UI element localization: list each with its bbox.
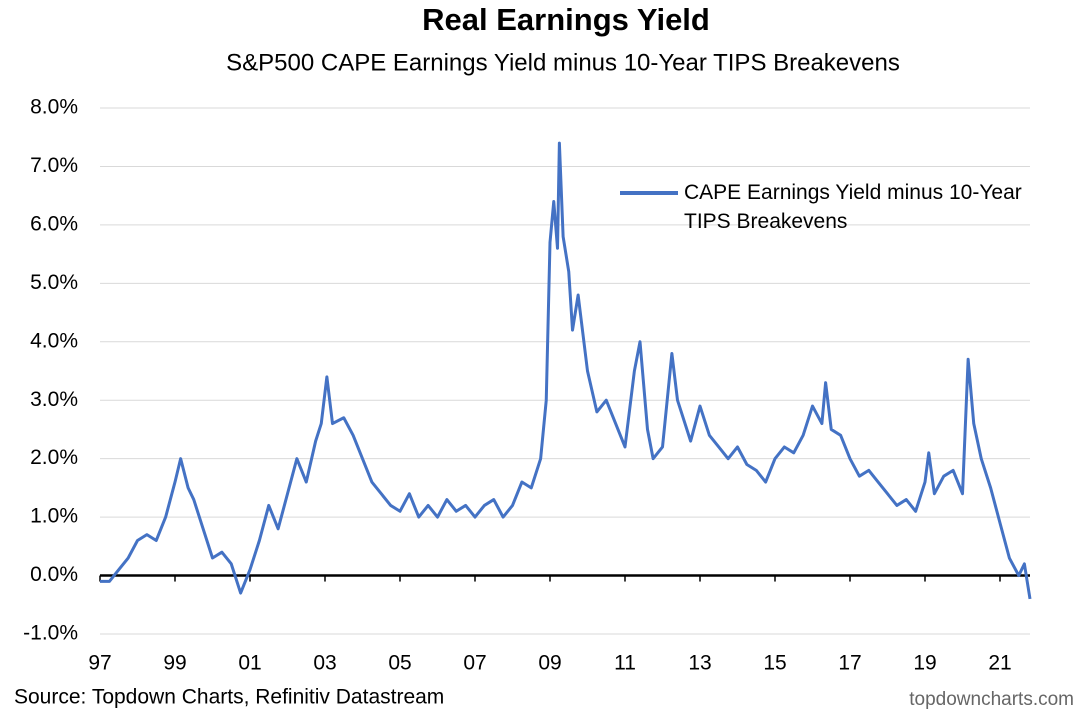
legend: CAPE Earnings Yield minus 10-Year TIPS B…: [620, 178, 1044, 236]
x-tick-label: 15: [763, 652, 786, 675]
x-tick-label: 11: [614, 652, 636, 675]
chart-title: Real Earnings Yield: [422, 2, 710, 37]
y-tick-label: -1.0%: [23, 622, 78, 645]
y-tick-label: 6.0%: [30, 212, 78, 235]
y-tick-label: 4.0%: [30, 329, 78, 352]
data-line: [100, 141, 1032, 600]
y-tick-label: 2.0%: [30, 446, 78, 469]
x-tick-label: 01: [238, 652, 261, 675]
x-tick-label: 13: [688, 652, 711, 675]
y-tick-label: 8.0%: [30, 96, 78, 119]
x-tick-label: 99: [163, 652, 186, 675]
y-tick-label: 7.0%: [30, 154, 78, 177]
y-tick-label: 3.0%: [30, 388, 78, 411]
y-tick-label: 1.0%: [30, 505, 78, 528]
chart-subtitle: S&P500 CAPE Earnings Yield minus 10-Year…: [226, 49, 900, 76]
x-tick-label: 07: [463, 652, 486, 675]
x-tick-label: 03: [313, 652, 336, 675]
x-tick-label: 05: [388, 652, 411, 675]
y-tick-label: 5.0%: [30, 271, 78, 294]
x-tick-label: 19: [913, 652, 936, 675]
y-tick-label: 0.0%: [30, 563, 78, 586]
watermark: topdowncharts.com: [909, 689, 1074, 710]
source: Source: Topdown Charts, Refinitiv Datast…: [14, 686, 444, 709]
x-tick-label: 21: [988, 652, 1011, 675]
x-tick-label: 17: [838, 652, 861, 675]
x-tick-label: 09: [538, 652, 561, 675]
x-tick-label: 97: [88, 652, 111, 675]
legend-swatch: [620, 191, 678, 195]
legend-label: CAPE Earnings Yield minus 10-Year TIPS B…: [684, 181, 1022, 233]
